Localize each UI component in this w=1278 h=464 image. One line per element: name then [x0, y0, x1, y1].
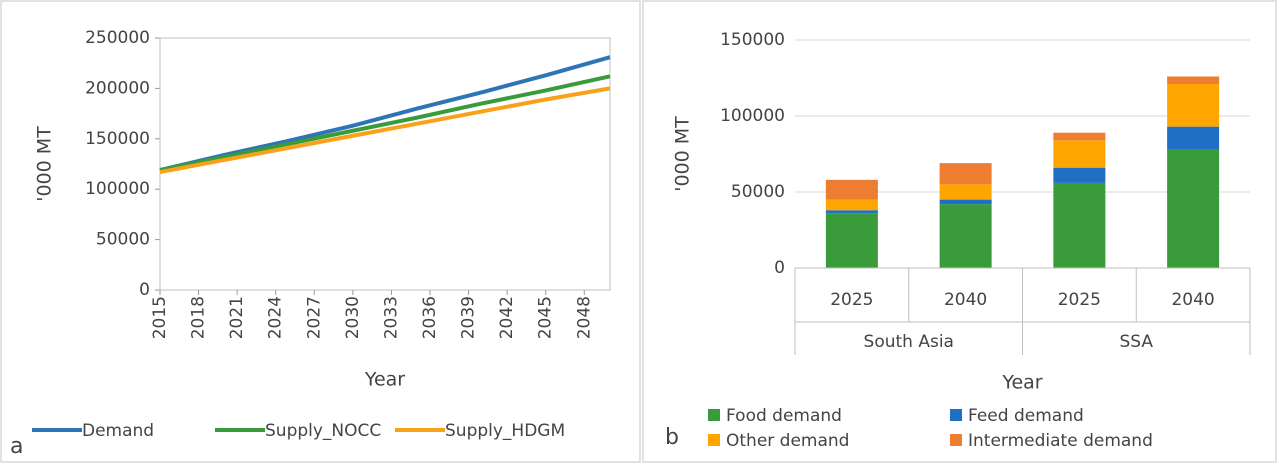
bar-segment — [825, 199, 878, 211]
y-tick-label: 50000 — [731, 182, 785, 202]
x-tick-label: 2025 — [1058, 290, 1101, 310]
legend-label: Supply_NOCC — [265, 421, 381, 441]
x-tick-label: 2018 — [189, 296, 209, 339]
x-axis-title: Year — [364, 369, 405, 391]
line — [159, 74, 611, 173]
line — [159, 55, 611, 172]
group-label: SSA — [1119, 332, 1153, 352]
bar-segment — [1167, 126, 1220, 150]
panel-label: b — [665, 425, 679, 450]
bar-segment — [1167, 84, 1220, 127]
y-tick-label: 0 — [774, 258, 785, 278]
x-tick-label: 2015 — [150, 296, 170, 339]
legend-label: Food demand — [726, 406, 842, 426]
bar-segment — [939, 204, 992, 268]
x-tick-label: 2021 — [227, 296, 247, 339]
legend-swatch — [950, 434, 962, 446]
x-tick-label: 2024 — [266, 296, 286, 339]
y-tick-label: 150000 — [85, 129, 150, 149]
y-axis-title: '000 MT — [672, 116, 694, 192]
bar-segment — [1053, 182, 1106, 268]
group-label: South Asia — [864, 332, 954, 352]
x-tick-label: 2025 — [830, 290, 873, 310]
panel-a-frame — [0, 0, 641, 463]
bar-segment — [939, 163, 992, 185]
bar-segment — [825, 213, 878, 268]
bar-segment — [1053, 132, 1106, 141]
legend-swatch — [708, 434, 720, 446]
bar-segment — [825, 210, 878, 214]
y-tick-label: 50000 — [96, 230, 150, 250]
bar-segment — [1053, 167, 1106, 183]
y-tick-label: 250000 — [85, 28, 150, 48]
x-tick-label: 2040 — [1171, 290, 1214, 310]
y-tick-label: 0 — [139, 280, 150, 300]
bar-segment — [939, 184, 992, 200]
plot-area — [159, 37, 611, 291]
x-tick-label: 2048 — [574, 296, 594, 339]
y-tick-label: 200000 — [85, 78, 150, 98]
x-tick-label: 2027 — [304, 296, 324, 339]
legend-label: Intermediate demand — [968, 431, 1153, 451]
y-tick-label: 100000 — [85, 179, 150, 199]
bar-segment — [1053, 140, 1106, 168]
legend-label: Supply_HDGM — [445, 421, 565, 441]
legend-swatch — [950, 409, 962, 421]
x-tick-label: 2039 — [459, 296, 479, 339]
legend-label: Feed demand — [968, 406, 1084, 426]
x-tick-label: 2042 — [497, 296, 517, 339]
legend-swatch — [708, 409, 720, 421]
y-tick-label: 150000 — [720, 30, 785, 50]
bar-segment — [825, 179, 878, 200]
x-tick-label: 2045 — [536, 296, 556, 339]
legend-label: Other demand — [726, 431, 849, 451]
x-tick-label: 2033 — [381, 296, 401, 339]
bar-segment — [939, 199, 992, 205]
x-axis-title: Year — [1001, 372, 1042, 394]
bar-segment — [1167, 76, 1220, 85]
y-tick-label: 100000 — [720, 106, 785, 126]
x-tick-label: 2036 — [420, 296, 440, 339]
x-tick-label: 2040 — [944, 290, 987, 310]
panel-label: a — [10, 434, 23, 459]
panel-b-frame — [642, 0, 1277, 463]
line — [159, 86, 611, 175]
x-tick-label: 2030 — [343, 296, 363, 339]
bar-segment — [1167, 149, 1220, 268]
legend-label: Demand — [82, 421, 154, 441]
y-axis-title: '000 MT — [34, 126, 56, 202]
